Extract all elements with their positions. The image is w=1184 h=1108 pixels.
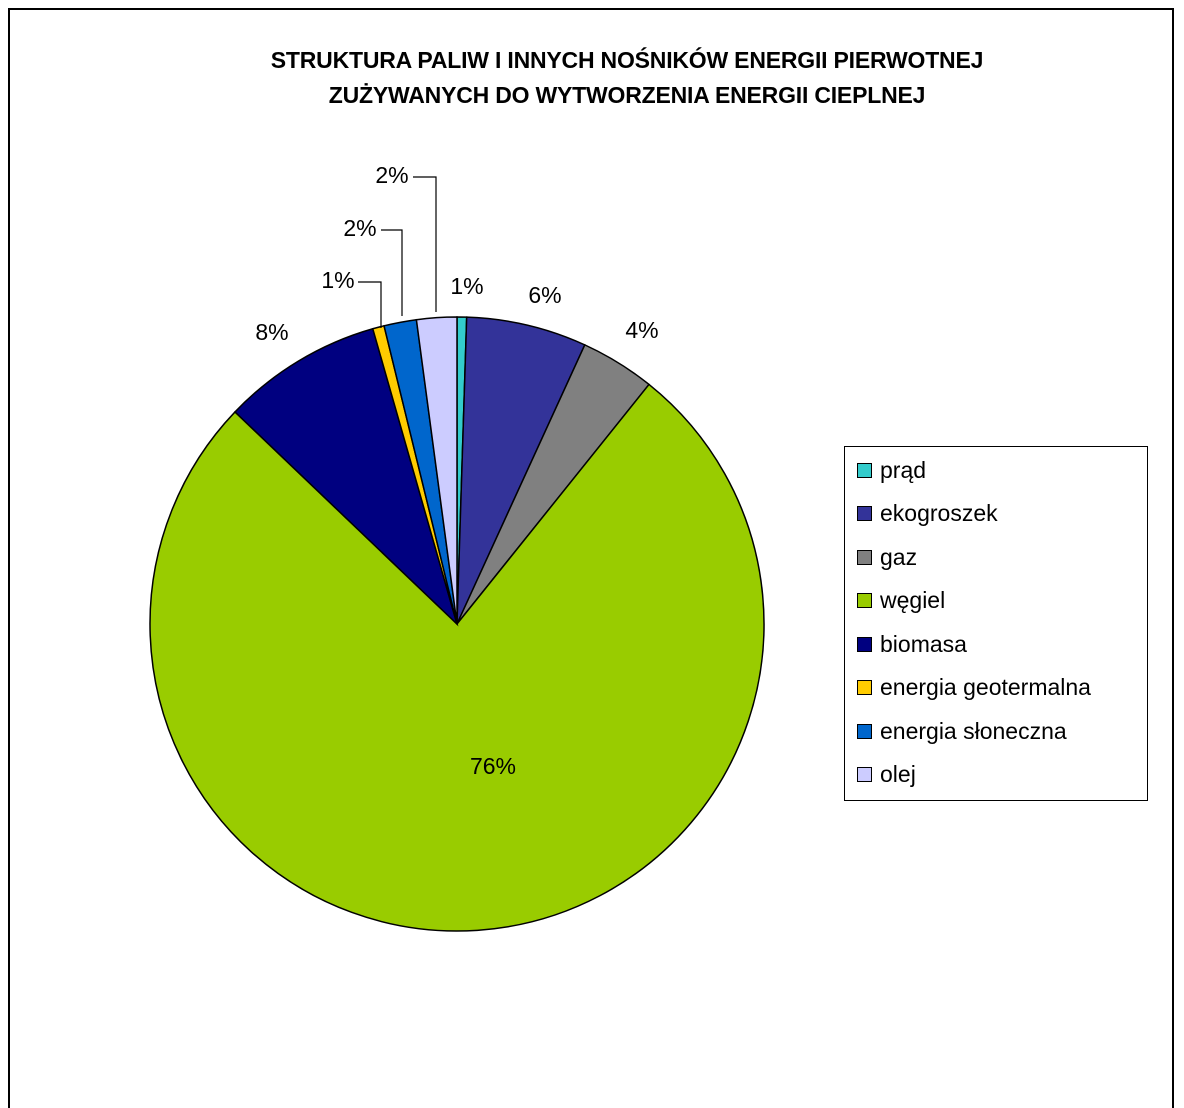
legend-item: węgiel: [857, 586, 945, 616]
chart-title-line-1: STRUKTURA PALIW I INNYCH NOŚNIKÓW ENERGI…: [270, 47, 984, 73]
legend-item: gaz: [857, 542, 917, 572]
chart-title: STRUKTURA PALIW I INNYCH NOŚNIKÓW ENERGI…: [0, 43, 1184, 113]
legend-swatch: [857, 462, 872, 478]
legend-item: ekogroszek: [857, 499, 998, 529]
pie-slice-węgiel: [149, 383, 765, 932]
legend-label: biomasa: [880, 630, 967, 657]
data-label: 6%: [528, 282, 561, 308]
leader-line: [381, 229, 403, 316]
data-label: 2%: [343, 215, 376, 241]
legend-label: olej: [880, 761, 916, 787]
chart-frame: [8, 8, 1174, 1108]
leader-line: [413, 176, 437, 312]
pie-slice-ekogroszek: [456, 316, 586, 625]
legend-item: olej: [857, 760, 916, 790]
legend-swatch: [857, 680, 872, 695]
legend-item: biomasa: [857, 629, 967, 659]
data-label: 1%: [450, 273, 483, 299]
data-label: 76%: [470, 753, 516, 779]
legend-swatch: [857, 723, 872, 739]
data-label: 4%: [625, 317, 658, 343]
legend-item: energia geotermalna: [857, 673, 1091, 703]
data-label: 8%: [255, 319, 288, 345]
legend-label: gaz: [880, 543, 918, 570]
pie-slice-biomasa: [233, 327, 459, 627]
legend-label: ekogroszek: [880, 500, 998, 526]
legend-swatch: [857, 767, 872, 782]
legend-item: energia słoneczna: [857, 716, 1067, 746]
legend-label: energia geotermalna: [880, 674, 1091, 700]
chart-legend: prąd ekogroszek gaz węgiel biomasa energia ge…: [844, 446, 1148, 801]
legend-swatch: [857, 636, 872, 652]
legend-item: prąd: [857, 455, 926, 485]
legend-label: prąd: [880, 456, 927, 483]
chart-title-line-2: ZUŻYWANYCH DO WYTWORZENIA ENERGII CIEPLN…: [328, 82, 926, 108]
legend-label: węgiel: [880, 587, 946, 613]
data-label: 1%: [321, 267, 354, 293]
legend-swatch: [857, 506, 872, 521]
pie-slice-olej: [415, 316, 458, 625]
legend-label: energia słoneczna: [880, 717, 1067, 744]
data-label: 2%: [375, 162, 408, 188]
legend-swatch: [857, 593, 872, 608]
leader-line: [358, 281, 382, 328]
legend-swatch: [857, 549, 872, 565]
